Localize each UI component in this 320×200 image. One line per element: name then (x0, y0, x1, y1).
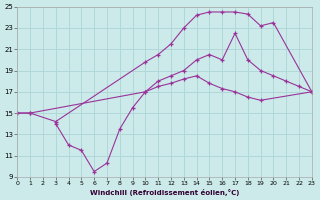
X-axis label: Windchill (Refroidissement éolien,°C): Windchill (Refroidissement éolien,°C) (90, 189, 239, 196)
